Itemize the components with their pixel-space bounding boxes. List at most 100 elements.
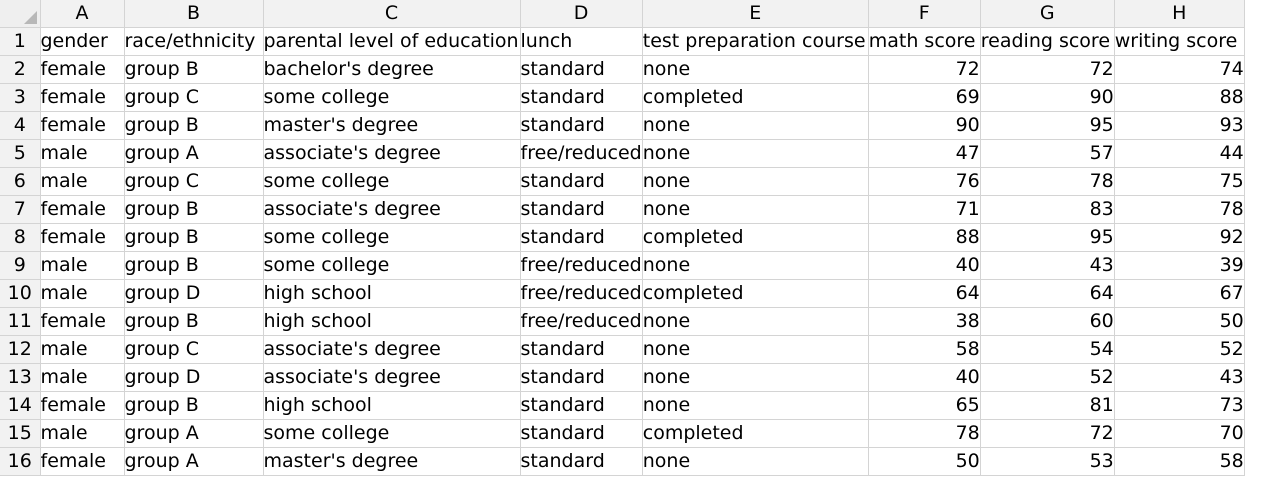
cell-lunch[interactable]: standard xyxy=(520,111,643,140)
cell-parental-education[interactable]: high school xyxy=(263,307,521,336)
cell-math-score[interactable]: math score xyxy=(868,27,981,56)
cell-math-score[interactable]: 65 xyxy=(868,391,981,420)
cell-gender[interactable]: male xyxy=(40,279,125,308)
column-header-c[interactable]: C xyxy=(263,0,521,28)
cell-test-prep[interactable]: none xyxy=(642,195,869,224)
cell-parental-education[interactable]: master's degree xyxy=(263,111,521,140)
cell-reading-score[interactable]: 95 xyxy=(980,111,1115,140)
cell-race-ethnicity[interactable]: group B xyxy=(124,391,264,420)
column-header-h[interactable]: H xyxy=(1114,0,1245,28)
cell-race-ethnicity[interactable]: group A xyxy=(124,419,264,448)
cell-writing-score[interactable]: 58 xyxy=(1114,447,1245,476)
cell-test-prep[interactable]: none xyxy=(642,447,869,476)
cell-gender[interactable]: female xyxy=(40,307,125,336)
cell-math-score[interactable]: 50 xyxy=(868,447,981,476)
cell-race-ethnicity[interactable]: group B xyxy=(124,111,264,140)
cell-math-score[interactable]: 88 xyxy=(868,223,981,252)
row-header[interactable]: 14 xyxy=(0,391,41,420)
cell-test-prep[interactable]: none xyxy=(642,167,869,196)
cell-test-prep[interactable]: none xyxy=(642,335,869,364)
cell-lunch[interactable]: standard xyxy=(520,55,643,84)
cell-parental-education[interactable]: high school xyxy=(263,279,521,308)
cell-reading-score[interactable]: 72 xyxy=(980,419,1115,448)
row-header[interactable]: 4 xyxy=(0,111,41,140)
cell-race-ethnicity[interactable]: group A xyxy=(124,447,264,476)
cell-reading-score[interactable]: 52 xyxy=(980,363,1115,392)
cell-gender[interactable]: male xyxy=(40,363,125,392)
cell-lunch[interactable]: free/reduced xyxy=(520,307,643,336)
cell-gender[interactable]: female xyxy=(40,111,125,140)
cell-lunch[interactable]: free/reduced xyxy=(520,139,643,168)
cell-parental-education[interactable]: some college xyxy=(263,251,521,280)
cell-math-score[interactable]: 58 xyxy=(868,335,981,364)
cell-parental-education[interactable]: some college xyxy=(263,167,521,196)
cell-gender[interactable]: male xyxy=(40,251,125,280)
cell-lunch[interactable]: free/reduced xyxy=(520,279,643,308)
row-header[interactable]: 5 xyxy=(0,139,41,168)
cell-parental-education[interactable]: associate's degree xyxy=(263,195,521,224)
row-header[interactable]: 1 xyxy=(0,27,41,56)
cell-test-prep[interactable]: none xyxy=(642,363,869,392)
cell-race-ethnicity[interactable]: group B xyxy=(124,223,264,252)
cell-parental-education[interactable]: some college xyxy=(263,223,521,252)
cell-reading-score[interactable]: 64 xyxy=(980,279,1115,308)
cell-math-score[interactable]: 69 xyxy=(868,83,981,112)
column-header-f[interactable]: F xyxy=(868,0,981,28)
column-header-d[interactable]: D xyxy=(520,0,643,28)
cell-reading-score[interactable]: 95 xyxy=(980,223,1115,252)
cell-race-ethnicity[interactable]: group B xyxy=(124,307,264,336)
row-header[interactable]: 9 xyxy=(0,251,41,280)
cell-math-score[interactable]: 78 xyxy=(868,419,981,448)
row-header[interactable]: 10 xyxy=(0,279,41,308)
cell-math-score[interactable]: 76 xyxy=(868,167,981,196)
row-header[interactable]: 11 xyxy=(0,307,41,336)
cell-reading-score[interactable]: 53 xyxy=(980,447,1115,476)
cell-lunch[interactable]: standard xyxy=(520,419,643,448)
cell-parental-education[interactable]: parental level of education xyxy=(263,27,521,56)
cell-math-score[interactable]: 71 xyxy=(868,195,981,224)
cell-reading-score[interactable]: 81 xyxy=(980,391,1115,420)
cell-lunch[interactable]: lunch xyxy=(520,27,643,56)
cell-gender[interactable]: female xyxy=(40,391,125,420)
row-header[interactable]: 3 xyxy=(0,83,41,112)
cell-lunch[interactable]: standard xyxy=(520,335,643,364)
cell-test-prep[interactable]: none xyxy=(642,139,869,168)
cell-math-score[interactable]: 90 xyxy=(868,111,981,140)
cell-writing-score[interactable]: 50 xyxy=(1114,307,1245,336)
cell-parental-education[interactable]: associate's degree xyxy=(263,363,521,392)
cell-writing-score[interactable]: 52 xyxy=(1114,335,1245,364)
cell-gender[interactable]: female xyxy=(40,55,125,84)
cell-parental-education[interactable]: master's degree xyxy=(263,447,521,476)
cell-writing-score[interactable]: 74 xyxy=(1114,55,1245,84)
cell-writing-score[interactable]: 67 xyxy=(1114,279,1245,308)
cell-math-score[interactable]: 64 xyxy=(868,279,981,308)
row-header[interactable]: 12 xyxy=(0,335,41,364)
cell-gender[interactable]: male xyxy=(40,335,125,364)
cell-lunch[interactable]: standard xyxy=(520,223,643,252)
cell-lunch[interactable]: standard xyxy=(520,391,643,420)
cell-math-score[interactable]: 38 xyxy=(868,307,981,336)
cell-test-prep[interactable]: completed xyxy=(642,83,869,112)
cell-test-prep[interactable]: completed xyxy=(642,279,869,308)
cell-test-prep[interactable]: completed xyxy=(642,419,869,448)
cell-lunch[interactable]: free/reduced xyxy=(520,251,643,280)
cell-gender[interactable]: female xyxy=(40,223,125,252)
row-header[interactable]: 15 xyxy=(0,419,41,448)
cell-race-ethnicity[interactable]: group D xyxy=(124,363,264,392)
column-header-b[interactable]: B xyxy=(124,0,264,28)
cell-reading-score[interactable]: 60 xyxy=(980,307,1115,336)
cell-gender[interactable]: female xyxy=(40,447,125,476)
cell-writing-score[interactable]: 92 xyxy=(1114,223,1245,252)
cell-writing-score[interactable]: writing score xyxy=(1114,27,1245,56)
cell-test-prep[interactable]: none xyxy=(642,391,869,420)
cell-test-prep[interactable]: test preparation course xyxy=(642,27,869,56)
cell-race-ethnicity[interactable]: group B xyxy=(124,251,264,280)
cell-test-prep[interactable]: completed xyxy=(642,223,869,252)
cell-reading-score[interactable]: 90 xyxy=(980,83,1115,112)
cell-writing-score[interactable]: 73 xyxy=(1114,391,1245,420)
cell-reading-score[interactable]: 72 xyxy=(980,55,1115,84)
cell-reading-score[interactable]: 78 xyxy=(980,167,1115,196)
cell-reading-score[interactable]: 57 xyxy=(980,139,1115,168)
cell-race-ethnicity[interactable]: group C xyxy=(124,83,264,112)
cell-writing-score[interactable]: 75 xyxy=(1114,167,1245,196)
